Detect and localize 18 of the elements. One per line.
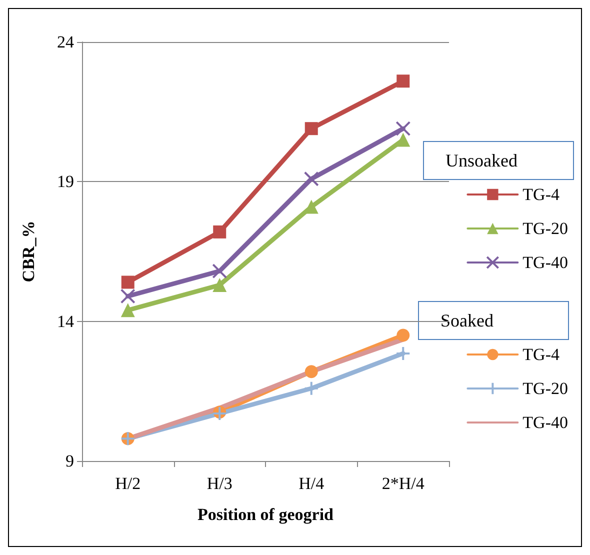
legend-label: TG-4 <box>522 345 560 364</box>
x-axis-title: Position of geogrid <box>198 505 334 524</box>
x-tick-label: 2*H/4 <box>382 474 425 493</box>
legend-label: TG-40 <box>522 253 568 272</box>
x-tick-label: H/2 <box>115 474 141 493</box>
y-tick-label: 24 <box>57 32 74 52</box>
annotation: Unsoaked <box>446 150 518 170</box>
y-tick-label: 9 <box>66 452 74 470</box>
legend-label: TG-20 <box>522 219 568 238</box>
legend-label: TG-40 <box>522 413 568 432</box>
legend-label: TG-20 <box>522 379 568 398</box>
x-tick-label: H/3 <box>206 474 232 493</box>
x-tick-label: H/4 <box>298 474 325 493</box>
y-tick-label: 14 <box>57 312 74 331</box>
y-axis-title: CBR_% <box>19 220 38 282</box>
annotation: Soaked <box>440 310 494 330</box>
y-tick-label: 19 <box>57 172 74 192</box>
legend-label: TG-4 <box>522 185 560 204</box>
